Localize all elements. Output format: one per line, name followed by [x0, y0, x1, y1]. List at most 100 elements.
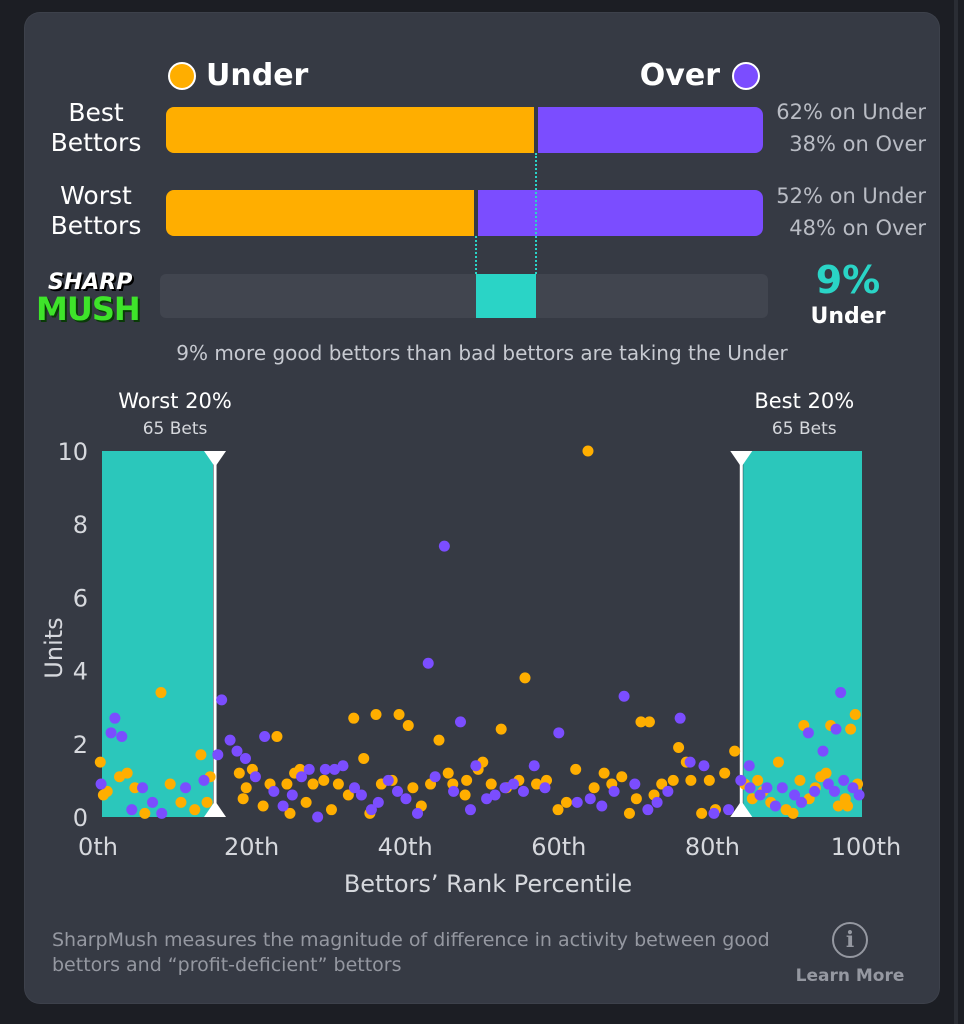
over-point	[438, 540, 450, 552]
over-point	[735, 774, 747, 786]
x-tick-label: 80th	[685, 833, 740, 861]
over-point	[809, 785, 821, 797]
under-point	[794, 774, 806, 786]
y-tick-label: 8	[73, 511, 88, 539]
band-handle-top	[730, 451, 753, 467]
under-point	[257, 800, 269, 812]
over-point	[239, 752, 251, 764]
band-handle-top	[204, 451, 227, 467]
logo-sharp-text: SHARP	[48, 270, 133, 295]
y-tick-label: 4	[73, 658, 88, 686]
over-point	[105, 727, 117, 739]
over-point	[754, 789, 766, 801]
over-point	[743, 760, 755, 772]
under-point	[842, 800, 854, 812]
best-label-line1: Best	[68, 98, 124, 127]
over-point	[137, 782, 149, 794]
y-tick-label: 2	[73, 731, 88, 759]
band-subtitle: 65 Bets	[143, 419, 208, 439]
over-point	[429, 771, 441, 783]
under-point	[101, 785, 113, 797]
under-point	[519, 672, 531, 684]
best-bettors-label: Best Bettors	[40, 98, 152, 158]
under-point	[729, 745, 741, 757]
under-point	[685, 774, 697, 786]
over-point	[372, 796, 384, 808]
worst-bettors-bar	[166, 190, 763, 236]
best-pct-text: 62% on Under 38% on Over	[776, 96, 926, 160]
under-point	[719, 767, 731, 779]
bar-separator	[474, 190, 479, 236]
learn-more-label: Learn More	[795, 966, 905, 986]
over-point	[829, 785, 841, 797]
under-point	[189, 804, 201, 816]
over-point	[835, 687, 847, 699]
over-point	[761, 782, 773, 794]
best-split-dashed-line	[535, 153, 538, 274]
under-point	[342, 789, 354, 801]
under-point	[630, 793, 642, 805]
sharpmush-caption: 9% more good bettors than bad bettors ar…	[176, 341, 788, 365]
worst-bettors-label: Worst Bettors	[40, 181, 152, 241]
under-point	[570, 763, 582, 775]
over-point	[674, 712, 686, 724]
under-point	[598, 767, 610, 779]
over-point	[382, 774, 394, 786]
under-point	[300, 796, 312, 808]
x-tick-label: 0th	[78, 833, 118, 861]
worst-under-segment	[166, 190, 475, 236]
over-point	[723, 804, 735, 816]
under-point	[370, 709, 382, 721]
over-point	[400, 793, 412, 805]
over-point	[126, 804, 138, 816]
under-point	[552, 804, 564, 816]
over-point	[651, 796, 663, 808]
under-point	[175, 796, 187, 808]
bar-separator	[534, 107, 539, 153]
logo-mush-text: MUSH	[36, 290, 141, 328]
over-point	[296, 771, 308, 783]
over-point	[147, 796, 159, 808]
under-point	[495, 723, 507, 735]
over-point	[698, 760, 710, 772]
legend-over-label: Over	[639, 58, 720, 93]
under-point	[820, 767, 832, 779]
over-point	[489, 789, 501, 801]
under-point	[325, 804, 337, 816]
legend-over: Over	[640, 58, 760, 93]
sharpmush-logo: SHARP MUSH	[34, 270, 154, 330]
over-point	[507, 778, 519, 790]
worst-over-pct: 48% on Over	[789, 216, 926, 240]
over-point	[422, 657, 434, 669]
under-point	[673, 741, 685, 753]
over-point	[454, 716, 466, 728]
best-under-segment	[166, 107, 535, 153]
legend-under: Under	[168, 58, 308, 93]
y-axis-label: Units	[40, 617, 68, 678]
x-tick-label: 20th	[224, 833, 279, 861]
y-tick-label: 0	[73, 804, 88, 832]
over-dot-icon	[732, 61, 760, 90]
worst-pct-text: 52% on Under 48% on Over	[776, 180, 926, 244]
over-point	[744, 782, 756, 794]
over-point	[802, 727, 814, 739]
over-point	[847, 782, 859, 794]
over-point	[830, 723, 842, 735]
under-point	[667, 774, 679, 786]
difference-track	[160, 274, 768, 318]
over-point	[212, 749, 224, 761]
under-point	[588, 782, 600, 794]
under-point	[271, 730, 283, 742]
over-point	[224, 734, 236, 746]
over-point	[231, 745, 243, 757]
worst-split-dashed-line	[475, 236, 478, 274]
learn-more-button[interactable]: i Learn More	[790, 922, 910, 986]
under-point	[233, 767, 245, 779]
under-point	[332, 778, 344, 790]
over-point	[662, 785, 674, 797]
worst-label-line1: Worst	[60, 181, 132, 210]
over-point	[392, 785, 404, 797]
under-point	[459, 789, 471, 801]
under-point	[616, 771, 628, 783]
over-point	[822, 778, 834, 790]
